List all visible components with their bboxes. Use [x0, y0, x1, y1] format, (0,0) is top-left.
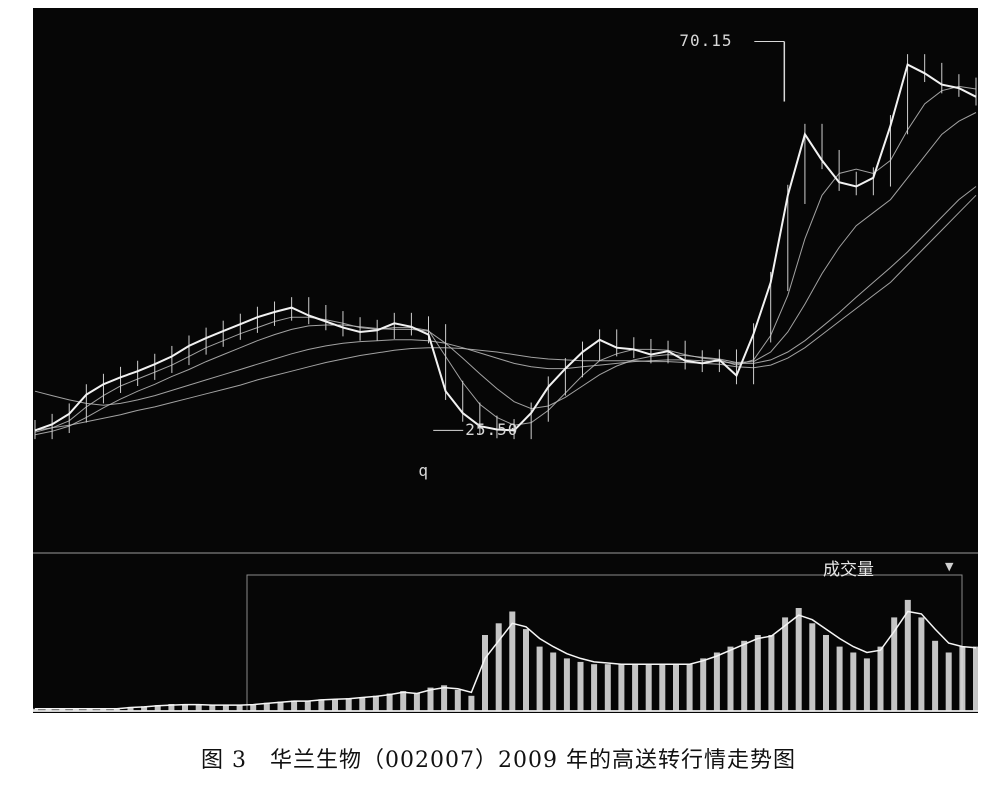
- volume-bar: [222, 705, 229, 711]
- volume-bar: [618, 664, 625, 711]
- volume-bar: [45, 708, 52, 711]
- moving-average-line-3: [34, 186, 977, 406]
- volume-bar: [863, 658, 870, 711]
- volume-bar: [877, 646, 884, 711]
- volume-bar: [413, 693, 420, 711]
- volume-bar: [59, 708, 66, 711]
- volume-bar: [359, 697, 366, 711]
- volume-bar: [454, 689, 461, 711]
- volume-bar: [141, 706, 148, 711]
- volume-bar: [127, 707, 134, 711]
- volume-bar: [400, 691, 407, 711]
- volume-bar: [741, 640, 748, 711]
- figure-caption: 图 3 华兰生物（002007）2009 年的高送转行情走势图: [201, 748, 796, 773]
- volume-bar: [550, 652, 557, 711]
- volume-bar: [482, 635, 488, 711]
- moving-average-line-2: [34, 112, 977, 436]
- volume-bar: [809, 623, 816, 712]
- q-marker-label: q: [418, 460, 429, 480]
- volume-bar: [250, 704, 257, 711]
- volume-bar: [86, 708, 93, 711]
- volume-bar: [795, 608, 802, 711]
- volume-bar: [386, 693, 393, 711]
- volume-bar: [468, 695, 475, 711]
- volume-bar: [850, 652, 857, 711]
- volume-bar: [782, 617, 789, 711]
- volume-bar: [277, 701, 284, 711]
- volume-bar: [754, 635, 761, 711]
- volume-bar: [182, 704, 188, 711]
- volume-bar: [945, 652, 952, 711]
- volume-bar: [673, 664, 679, 711]
- volume-indicator-label[interactable]: 成交量: [823, 560, 874, 580]
- volume-bar: [345, 698, 352, 711]
- volume-bar: [113, 708, 120, 711]
- volume-bar: [495, 623, 502, 712]
- moving-average-line-4: [34, 194, 977, 431]
- volume-bar: [33, 708, 38, 711]
- volume-bar: [563, 658, 570, 711]
- volume-bar: [100, 708, 107, 711]
- volume-bar: [304, 700, 311, 711]
- triangle-down-icon[interactable]: ▼: [945, 560, 954, 573]
- volume-bar: [195, 704, 202, 711]
- volume-bar: [768, 635, 775, 711]
- volume-bar: [263, 702, 270, 711]
- volume-bar: [645, 664, 652, 711]
- volume-bar: [836, 646, 843, 711]
- volume-bar: [700, 658, 707, 711]
- volume-bar: [236, 705, 243, 711]
- volume-bar: [918, 617, 925, 711]
- volume-bar: [427, 687, 434, 711]
- volume-bar: [932, 640, 939, 711]
- volume-bar: [959, 646, 966, 711]
- moving-average-line-1: [34, 85, 977, 433]
- volume-bar: [441, 685, 448, 711]
- volume-bar: [713, 652, 720, 711]
- volume-bar: [604, 664, 611, 711]
- price-line: [34, 63, 977, 432]
- chart-canvas: [33, 41, 978, 712]
- stock-chart: 70.15 25.50 q 成交量 ▼: [33, 8, 978, 713]
- volume-bar: [659, 664, 666, 711]
- volume-bar: [891, 617, 898, 711]
- volume-bar: [523, 629, 529, 711]
- volume-bar: [591, 664, 598, 711]
- volume-bar: [632, 664, 639, 711]
- volume-bar: [973, 646, 978, 711]
- volume-bar: [209, 705, 216, 711]
- volume-bar: [904, 599, 911, 711]
- volume-bar: [168, 704, 175, 711]
- volume-bar: [72, 708, 79, 711]
- volume-bar: [823, 635, 829, 711]
- high-price-label: 70.15: [679, 30, 733, 50]
- low-price-label: 25.50: [465, 420, 519, 440]
- volume-bar: [577, 661, 584, 711]
- volume-bar: [291, 700, 298, 711]
- volume-bar: [727, 646, 734, 711]
- volume-bar: [509, 611, 516, 711]
- volume-bar: [332, 699, 338, 711]
- volume-bar: [154, 705, 161, 711]
- volume-bar: [372, 695, 379, 711]
- volume-bar: [536, 646, 543, 711]
- volume-bar: [686, 664, 693, 711]
- volume-average-line: [35, 610, 977, 710]
- volume-bar: [318, 699, 325, 711]
